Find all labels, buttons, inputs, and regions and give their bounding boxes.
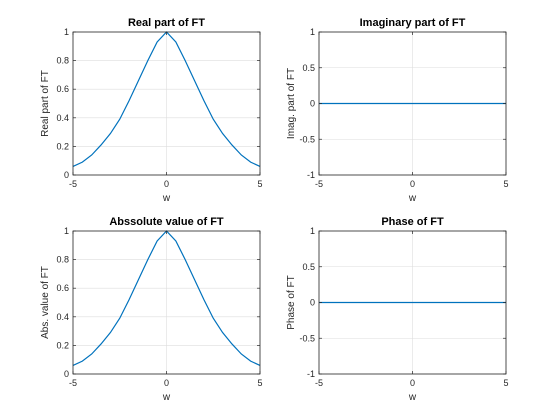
- y-axis-label: Imag. part of FT: [286, 68, 297, 139]
- x-tick-label: 0: [164, 179, 169, 189]
- y-axis-label: Phase of FT: [286, 275, 297, 329]
- chart-title: Real part of FT: [128, 17, 205, 29]
- x-tick-label: 0: [410, 378, 415, 388]
- y-tick-label: -0.5: [299, 134, 315, 144]
- y-tick-label: 0.6: [56, 283, 69, 293]
- subplot-4: -5 0 5 -1 -0.5 0 0.5 1 Phase of FT w Phase of FT: [286, 216, 509, 403]
- y-tick-label: 0: [64, 170, 69, 180]
- x-axis-label: w: [408, 193, 417, 204]
- x-tick-label: -5: [315, 378, 323, 388]
- y-tick-label: 1: [64, 226, 69, 236]
- x-axis-label: w: [162, 193, 171, 204]
- x-tick-label: 5: [257, 179, 262, 189]
- x-tick-label: 5: [503, 179, 508, 189]
- x-tick-label: -5: [69, 378, 77, 388]
- y-tick-label: 0.4: [56, 312, 69, 322]
- x-tick-label: 0: [410, 179, 415, 189]
- x-tick-label: -5: [315, 179, 323, 189]
- y-tick-label: 0.5: [302, 63, 315, 73]
- chart-title: Abssolute value of FT: [109, 216, 224, 228]
- y-tick-label: 0.2: [56, 340, 69, 350]
- x-tick-label: -5: [69, 179, 77, 189]
- y-tick-label: -0.5: [299, 333, 315, 343]
- y-tick-label: 0: [64, 369, 69, 379]
- y-tick-label: 1: [64, 27, 69, 37]
- x-tick-label: 5: [503, 378, 508, 388]
- y-tick-label: 0: [310, 298, 315, 308]
- y-tick-label: 1: [310, 226, 315, 236]
- y-axis-label: Real part of FT: [40, 70, 51, 137]
- y-tick-label: 0.2: [56, 141, 69, 151]
- x-axis-label: w: [408, 392, 417, 403]
- y-tick-label: 1: [310, 27, 315, 37]
- x-axis-label: w: [162, 392, 171, 403]
- x-tick-label: 5: [257, 378, 262, 388]
- y-tick-label: -1: [307, 369, 315, 379]
- y-tick-label: 0.8: [56, 56, 69, 66]
- x-tick-label: 0: [164, 378, 169, 388]
- y-tick-label: 0.8: [56, 255, 69, 265]
- y-tick-label: 0.6: [56, 84, 69, 94]
- subplot-2: -5 0 5 -1 -0.5 0 0.5 1 Imaginary part of FT w Imag…: [286, 17, 509, 204]
- chart-title: Imaginary part of FT: [360, 17, 466, 29]
- y-tick-label: 0.4: [56, 113, 69, 123]
- y-tick-label: -1: [307, 170, 315, 180]
- y-tick-label: 0.5: [302, 262, 315, 272]
- y-axis-label: Abs. value of FT: [40, 266, 51, 339]
- chart-title: Phase of FT: [381, 216, 444, 228]
- y-tick-label: 0: [310, 99, 315, 109]
